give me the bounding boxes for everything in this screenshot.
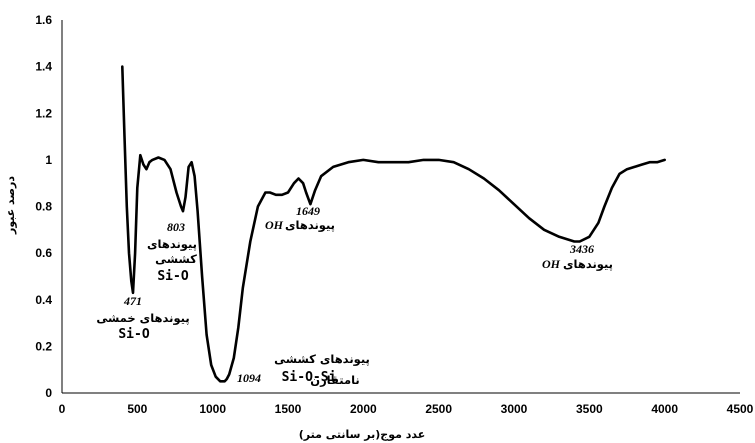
annotation-1649-group: OH <box>265 218 284 232</box>
x-tick-label: 0 <box>59 402 66 416</box>
annotation-1649-bond: پیوندهای <box>285 218 335 233</box>
annotation-1649-wavenumber: 1649 <box>296 204 320 218</box>
y-axis-title: درصد عبور <box>4 176 17 235</box>
y-tick-label: 0.6 <box>35 246 52 260</box>
annotation-803-type: کششی <box>155 252 197 266</box>
x-tick-label: 2500 <box>425 402 452 416</box>
x-tick-label: 4000 <box>651 402 678 416</box>
annotation-1094-type: نامتقارن <box>310 373 359 387</box>
y-tick-label: 0 <box>45 386 52 400</box>
x-tick-label: 4500 <box>727 402 754 416</box>
annotation-3436-bond: پیوندهای <box>563 257 613 272</box>
y-tick-label: 0.8 <box>35 200 52 214</box>
annotation-3436: 3436 پیوندهای OH <box>542 242 613 272</box>
x-tick-label: 3500 <box>576 402 603 416</box>
x-tick-labels: 0 500 1000 1500 2000 2500 3000 3500 4000 4500 <box>59 402 754 416</box>
y-tick-label: 1.2 <box>35 106 52 120</box>
y-tick-label: 0.4 <box>35 293 52 307</box>
x-tick-label: 3000 <box>501 402 528 416</box>
x-tick-label: 1500 <box>275 402 302 416</box>
annotation-3436-wavenumber: 3436 <box>569 242 594 256</box>
x-tick-label: 500 <box>127 402 147 416</box>
annotation-471-wavenumber: 471 <box>123 294 142 308</box>
annotation-471-formula: Si-O <box>118 327 149 342</box>
annotation-1649: 1649 پیوندهای OH <box>265 204 335 233</box>
y-tick-label: 0.2 <box>35 339 52 353</box>
annotation-1094-bond: پیوندهای کششی <box>274 352 370 367</box>
y-tick-label: 1.4 <box>35 60 52 74</box>
x-tick-label: 1000 <box>199 402 226 416</box>
annotation-471-bond: پیوندهای خمشی <box>96 311 189 326</box>
annotation-3436-group: OH <box>542 257 561 271</box>
annotation-1094-wavenumber: 1094 <box>237 371 261 385</box>
y-tick-label: 1.6 <box>35 13 52 27</box>
spectrum-line <box>121 65 666 383</box>
annotation-803-wavenumber: 803 <box>167 220 185 234</box>
annotation-471: 471 پیوندهای خمشی Si-O <box>96 294 189 342</box>
y-tick-labels: 0 0.2 0.4 0.6 0.8 1 1.2 1.4 1.6 <box>35 13 52 400</box>
annotation-1094-formula: Si-O-Si <box>282 370 337 385</box>
annotation-803-bond: پیوندهای <box>147 237 197 252</box>
annotation-1094: پیوندهای کششی Si-O-Si 1094 نامتقارن <box>237 352 370 387</box>
axes <box>61 20 740 394</box>
y-tick-label: 1 <box>45 153 52 167</box>
x-axis-title: عدد موج(بر سانتی متر) <box>299 428 426 442</box>
annotation-803: 803 پیوندهای کششی Si-O <box>147 220 197 284</box>
annotation-803-formula: Si-O <box>157 269 188 284</box>
x-tick-label: 2000 <box>350 402 377 416</box>
